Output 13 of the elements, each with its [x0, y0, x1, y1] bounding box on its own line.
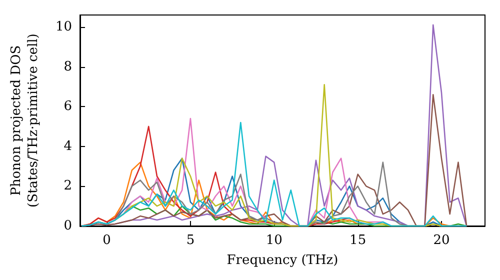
x-axis-title: Frequency (THz) [226, 253, 338, 268]
y-tick-label: 8 [64, 59, 72, 74]
x-tick-label: 20 [433, 233, 450, 248]
y-tick-label: 10 [55, 19, 72, 34]
x-tick-label: 15 [350, 233, 366, 248]
y-axis-title: Phonon projected DOS (States/THz·primitive cell) [9, 33, 41, 208]
x-tick-label: 10 [266, 233, 282, 248]
y-tick-label: 6 [64, 99, 72, 114]
y-tick-label: 4 [64, 138, 72, 154]
x-tick-label: 0 [102, 233, 111, 248]
y-tick-label: 0 [64, 218, 72, 234]
y-tick-label: 2 [64, 178, 72, 194]
x-tick-label: 5 [186, 233, 195, 248]
